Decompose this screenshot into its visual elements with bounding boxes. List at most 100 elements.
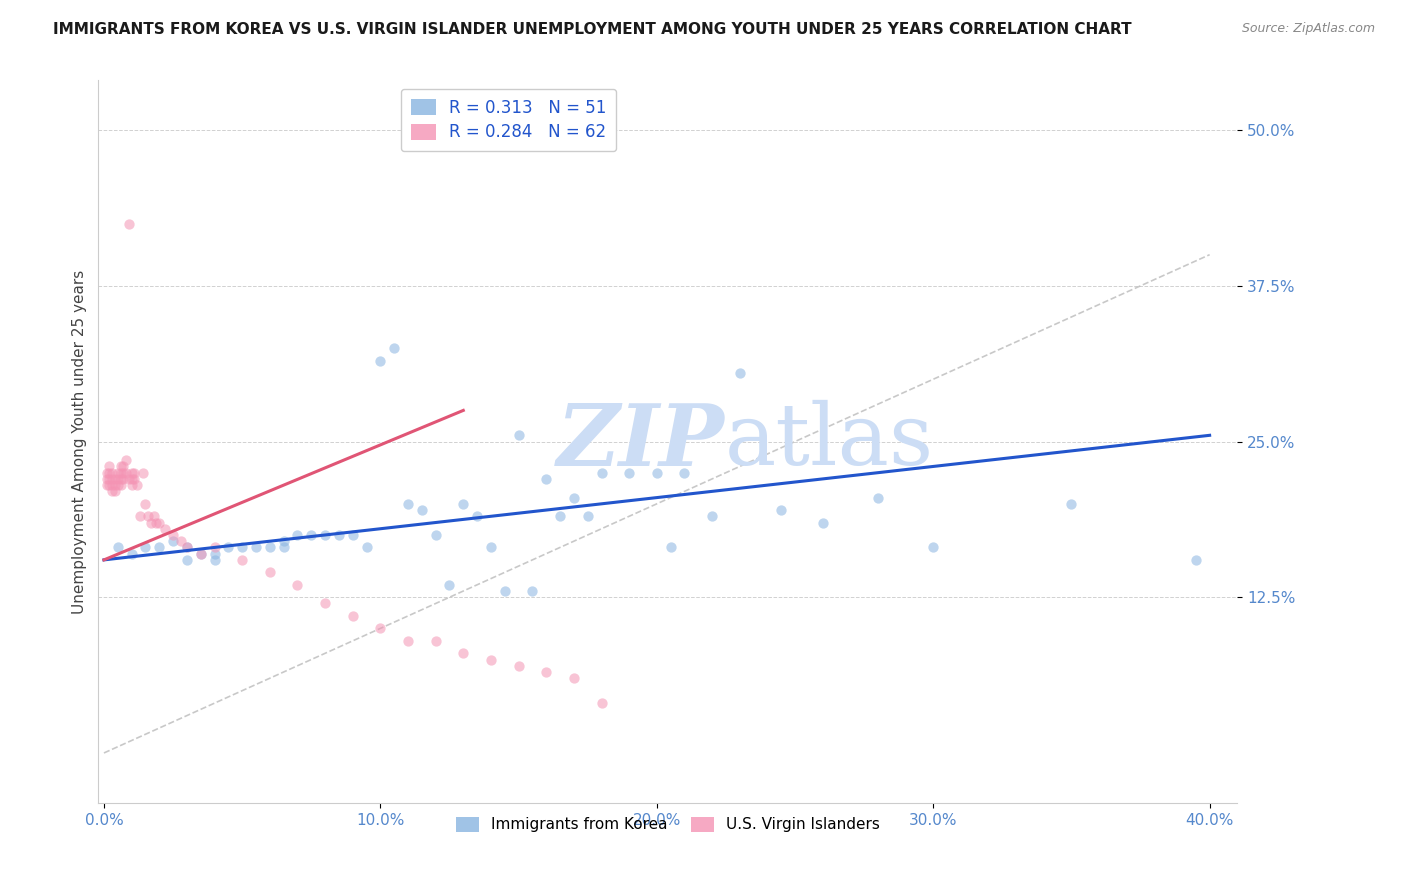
Point <box>204 541 226 555</box>
Point <box>190 547 212 561</box>
Point <box>465 509 488 524</box>
Point <box>98 459 121 474</box>
Point <box>96 472 118 486</box>
Point <box>659 541 682 555</box>
Point <box>548 509 571 524</box>
Point <box>162 528 184 542</box>
Point <box>101 472 124 486</box>
Point <box>124 472 146 486</box>
Point <box>153 522 176 536</box>
Point <box>534 472 557 486</box>
Point <box>217 541 239 555</box>
Point <box>110 472 132 486</box>
Text: Source: ZipAtlas.com: Source: ZipAtlas.com <box>1241 22 1375 36</box>
Point <box>411 503 433 517</box>
Point <box>273 534 295 549</box>
Point <box>922 541 945 555</box>
Point <box>645 466 668 480</box>
Point <box>110 459 132 474</box>
Point <box>425 633 447 648</box>
Point <box>121 472 143 486</box>
Point <box>115 453 138 467</box>
Point <box>112 472 135 486</box>
Point <box>453 497 475 511</box>
Point <box>508 658 530 673</box>
Point <box>115 466 138 480</box>
Point <box>127 478 149 492</box>
Point <box>104 478 127 492</box>
Point <box>356 541 378 555</box>
Point <box>121 478 143 492</box>
Point <box>231 553 253 567</box>
Point <box>142 509 165 524</box>
Point <box>170 534 193 549</box>
Point <box>148 516 170 530</box>
Point <box>591 696 613 710</box>
Legend: Immigrants from Korea, U.S. Virgin Islanders: Immigrants from Korea, U.S. Virgin Islan… <box>450 811 886 838</box>
Point <box>112 459 135 474</box>
Point <box>110 466 132 480</box>
Point <box>673 466 696 480</box>
Point <box>396 633 419 648</box>
Text: atlas: atlas <box>725 400 934 483</box>
Point <box>328 528 350 542</box>
Point <box>259 541 281 555</box>
Point <box>107 478 129 492</box>
Point <box>118 217 141 231</box>
Point <box>1185 553 1208 567</box>
Point <box>121 547 143 561</box>
Point <box>96 466 118 480</box>
Point <box>811 516 834 530</box>
Point <box>1060 497 1083 511</box>
Point <box>190 547 212 561</box>
Point <box>508 428 530 442</box>
Point <box>110 478 132 492</box>
Point <box>176 553 198 567</box>
Point <box>562 491 585 505</box>
Point <box>134 541 156 555</box>
Point <box>382 341 405 355</box>
Point <box>107 466 129 480</box>
Point <box>866 491 889 505</box>
Point <box>273 541 295 555</box>
Point <box>576 509 599 524</box>
Point <box>617 466 640 480</box>
Point <box>101 466 124 480</box>
Point <box>101 484 124 499</box>
Point <box>396 497 419 511</box>
Point <box>107 472 129 486</box>
Point <box>204 553 226 567</box>
Point <box>287 578 309 592</box>
Text: ZIP: ZIP <box>557 400 725 483</box>
Point <box>112 466 135 480</box>
Point <box>342 528 364 542</box>
Point <box>770 503 793 517</box>
Point <box>101 478 124 492</box>
Point <box>204 547 226 561</box>
Point <box>162 534 184 549</box>
Point <box>134 497 156 511</box>
Point <box>479 541 502 555</box>
Point <box>131 466 153 480</box>
Point <box>98 472 121 486</box>
Y-axis label: Unemployment Among Youth under 25 years: Unemployment Among Youth under 25 years <box>72 269 87 614</box>
Point <box>104 472 127 486</box>
Point <box>299 528 322 542</box>
Point <box>124 466 146 480</box>
Point <box>728 366 751 380</box>
Point <box>245 541 267 555</box>
Point <box>104 484 127 499</box>
Text: IMMIGRANTS FROM KOREA VS U.S. VIRGIN ISLANDER UNEMPLOYMENT AMONG YOUTH UNDER 25 : IMMIGRANTS FROM KOREA VS U.S. VIRGIN ISL… <box>53 22 1132 37</box>
Point <box>128 509 150 524</box>
Point <box>562 671 585 685</box>
Point <box>370 621 392 635</box>
Point <box>145 516 167 530</box>
Point <box>231 541 253 555</box>
Point <box>534 665 557 679</box>
Point <box>259 566 281 580</box>
Point <box>479 652 502 666</box>
Point <box>107 541 129 555</box>
Point <box>425 528 447 542</box>
Point <box>98 466 121 480</box>
Point <box>121 466 143 480</box>
